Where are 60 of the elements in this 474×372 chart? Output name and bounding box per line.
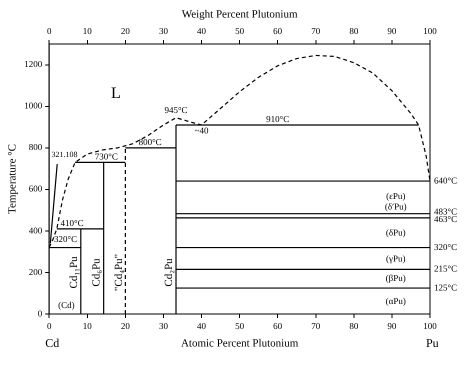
y-tick-label: 200 (28, 266, 43, 277)
x-tick-label: 10 (82, 26, 92, 36)
x-axis-title: Atomic Percent Plutonium (180, 337, 299, 350)
annotation: Cd₁₁Pu (68, 256, 80, 289)
x2-tick-label: 70 (311, 320, 321, 331)
annotation: 320°C (54, 234, 78, 244)
annotation: "Cd₄Pu" (112, 254, 125, 292)
annotation: (αPu) (386, 296, 406, 306)
text: 125°C (434, 282, 458, 292)
x2-tick-label: 10 (82, 320, 92, 331)
annotation: 800°C (138, 137, 162, 148)
x-tick-label: 70 (311, 26, 321, 36)
x2-tick-label: 100 (423, 320, 438, 331)
y-tick-label: 800 (28, 142, 43, 152)
text: Cd (45, 336, 60, 350)
y-tick-label: 0 (38, 308, 43, 318)
x-tick-label: 80 (349, 26, 359, 36)
annotation: 730°C (94, 152, 118, 162)
x-tick-label: 90 (387, 26, 397, 36)
annotation: Cd₂Pu (163, 258, 176, 287)
annotation: Cd₆Pu (90, 258, 103, 287)
text: 640°C (434, 175, 458, 186)
x-tick-label: 40 (197, 26, 207, 36)
y-axis-title: Temperature °C (6, 144, 18, 214)
annotation: (δ′Pu) (384, 201, 407, 212)
x2-tick-label: 20 (120, 320, 130, 331)
x2-tick-label: 60 (273, 320, 283, 331)
x-tick-label: 0 (46, 26, 52, 36)
x-tick-label: 60 (273, 26, 283, 36)
annotation: (Cd) (58, 300, 75, 310)
annotation: 410°C (60, 218, 84, 228)
x-tick-label: 30 (158, 26, 168, 36)
annotation: 321.108 (51, 150, 78, 160)
y-tick-label: 400 (28, 225, 43, 236)
text: 463°C (434, 214, 458, 224)
x-tick-label: 100 (423, 26, 438, 36)
annotation: (γPu) (386, 253, 406, 264)
text: 483°C (434, 206, 458, 216)
annotation: (δPu) (386, 227, 406, 238)
y-tick-label: 600 (28, 184, 43, 194)
annotation: ~40 (194, 126, 209, 136)
x2-tick-label: 40 (197, 320, 207, 331)
x2-tick-label: 50 (235, 320, 245, 331)
y-tick-label: 1000 (24, 100, 43, 111)
text: 215°C (434, 264, 458, 274)
annotation: 910°C (266, 114, 290, 124)
x2-tick-label: 0 (46, 320, 52, 331)
y-tick-label: 1200 (24, 59, 43, 70)
x2-tick-label: 90 (387, 320, 397, 331)
annotation: L (110, 85, 121, 102)
text: 320°C (434, 242, 458, 252)
x-tick-label: 20 (120, 26, 130, 36)
annotation: 945°C (164, 104, 188, 115)
text: Pu (426, 336, 439, 350)
x2-tick-label: 30 (158, 320, 168, 331)
x2-axis-title: Weight Percent Plutonium (182, 8, 298, 20)
x-tick-label: 50 (235, 26, 245, 36)
annotation: (εPu) (386, 191, 406, 202)
annotation: (βPu) (386, 273, 406, 284)
x2-tick-label: 80 (349, 320, 359, 331)
